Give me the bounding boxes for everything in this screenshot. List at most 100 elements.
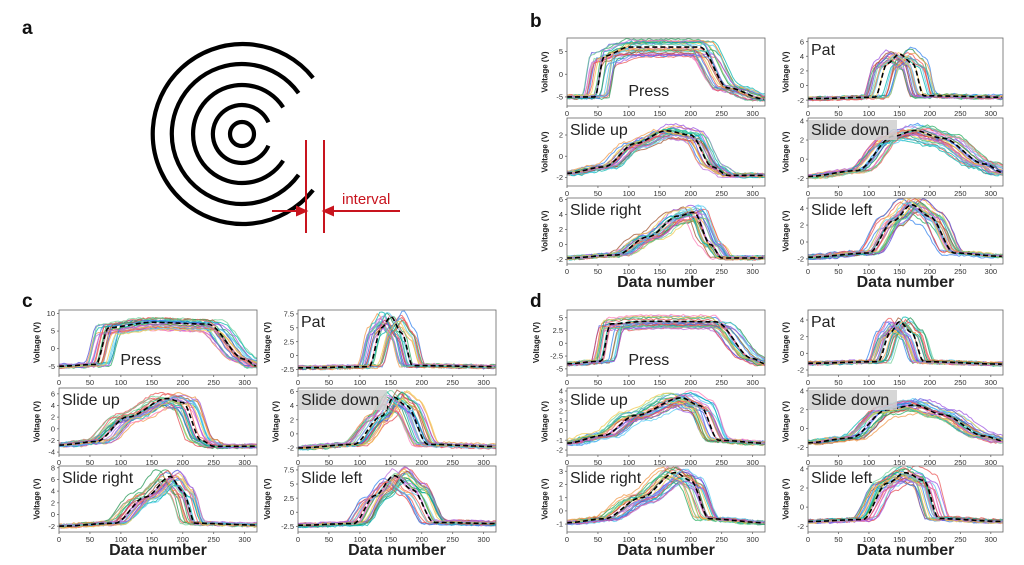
trial-trace [567,136,765,178]
y-tick-label: 2.5 [284,494,294,503]
mean-curve [59,321,257,367]
y-tick-label: 0 [51,510,55,519]
y-axis-label: Voltage (V) [782,322,791,364]
trial-trace [808,46,1003,99]
y-tick-label: 0 [559,426,563,435]
y-tick-label: 4 [800,204,804,213]
y-tick-label: -2 [797,255,804,264]
x-tick-label: 300 [985,378,998,387]
y-tick-label: -2 [797,366,804,375]
y-tick-label: 10 [47,309,55,318]
y-tick-label: -2 [797,522,804,531]
x-tick-label: 50 [834,267,842,276]
y-axis-label: Voltage (V) [782,478,791,520]
trial-trace [808,132,1003,177]
plot-frame [566,197,766,265]
trial-trace [567,53,765,98]
y-tick-label: 0 [800,349,804,358]
x-tick-label: 50 [325,535,333,544]
x-tick-label: 100 [623,535,636,544]
x-tick-label: 150 [146,535,159,544]
y-tick-label: 6 [51,475,55,484]
x-tick-label: 100 [354,535,367,544]
gesture-label: Slide left [811,202,873,219]
y-tick-label: 2 [290,415,294,424]
x-tick-label: 250 [715,109,728,118]
y-tick-label: -2.5 [550,352,563,361]
x-tick-label: 100 [863,109,876,118]
y-axis-label: Voltage (V) [541,478,550,520]
mean-curve [808,129,1003,178]
x-tick-label: 100 [623,378,636,387]
x-tick-label: 200 [924,458,937,467]
y-tick-label: -4 [48,448,55,457]
x-tick-label: 300 [238,458,251,467]
trial-trace [567,315,765,365]
x-tick-label: 150 [893,535,906,544]
y-tick-label: 4 [800,464,804,473]
panel-label-a: a [22,18,33,39]
x-tick-label: 100 [863,378,876,387]
x-tick-label: 0 [806,458,810,467]
mean-curve [567,46,764,100]
plot-frame [566,387,766,456]
mean-curve [59,475,256,527]
y-tick-label: 0 [559,506,563,515]
x-tick-label: 50 [834,109,842,118]
trial-trace [59,399,257,447]
plot-frame [566,465,766,533]
gesture-label: Slide right [570,470,642,487]
x-tick-label: 100 [623,458,636,467]
y-tick-label: 2 [559,131,563,140]
trial-trace [567,47,765,100]
x-tick-label: 200 [415,535,428,544]
trial-trace [808,321,1003,366]
x-tick-label: 0 [565,458,569,467]
x-tick-label: 150 [893,189,906,198]
y-tick-label: 2.5 [553,326,563,335]
gesture-label: Pat [301,314,326,331]
y-tick-label: 0 [800,503,804,512]
x-tick-label: 250 [715,267,728,276]
x-tick-label: 50 [86,378,94,387]
y-tick-label: 2 [800,221,804,230]
gesture-label-highlight [809,120,897,140]
trial-trace [808,320,1003,367]
x-tick-label: 300 [746,535,759,544]
x-tick-label: 250 [954,109,967,118]
x-tick-label: 250 [715,535,728,544]
x-axis-label: Data number [857,274,955,291]
y-tick-label: 4 [559,210,563,219]
gesture-label: Pat [811,42,836,59]
plot-frame [807,37,1004,107]
y-tick-label: 2 [800,67,804,76]
trial-trace [808,411,1003,446]
x-tick-label: 100 [623,109,636,118]
x-tick-label: 50 [594,458,602,467]
x-tick-label: 200 [176,378,189,387]
concentric-rings [150,41,315,227]
panel-label-d: d [530,291,542,312]
y-axis-label: Voltage (V) [782,51,791,93]
gesture-label: Pat [811,314,836,331]
x-tick-label: 200 [684,267,697,276]
y-tick-label: 0 [800,424,804,433]
panel-a: a interval [22,18,400,233]
y-tick-label: 5 [290,480,294,489]
y-tick-label: 0 [51,344,55,353]
x-tick-label: 300 [985,458,998,467]
y-tick-label: 0 [800,155,804,164]
y-tick-label: 2 [559,406,563,415]
x-tick-label: 150 [654,267,667,276]
ring-3 [190,82,285,186]
plot-frame [297,465,497,533]
mean-curve [808,320,1002,365]
x-tick-label: 250 [954,267,967,276]
plot-frame [807,197,1004,265]
x-tick-label: 150 [385,458,398,467]
